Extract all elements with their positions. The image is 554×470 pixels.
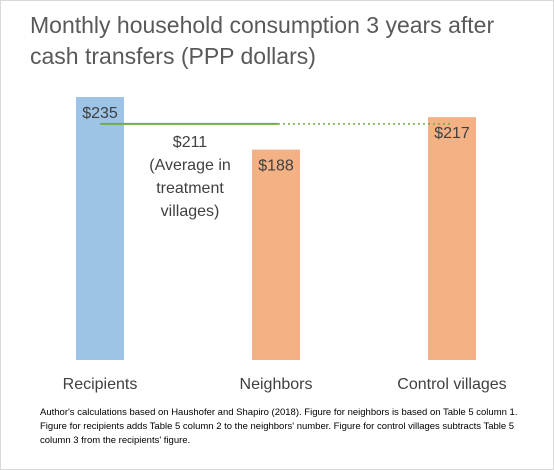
data-label-control-villages: $217 bbox=[434, 125, 470, 142]
data-label-neighbors: $188 bbox=[258, 158, 294, 175]
bar-neighbors bbox=[252, 149, 300, 360]
category-label-neighbors: Neighbors bbox=[240, 376, 313, 393]
category-label-recipients: Recipients bbox=[63, 376, 138, 393]
bar-control-villages bbox=[428, 117, 476, 360]
reference-line-label: $211 (Average in treatment villages) bbox=[149, 134, 231, 220]
source-note: Author's calculations based on Haushofer… bbox=[40, 407, 518, 446]
data-label-recipients: $235 bbox=[82, 105, 118, 122]
chart-title: Monthly household consumption 3 years af… bbox=[30, 12, 495, 69]
bar-recipients bbox=[76, 97, 124, 360]
chart-plot-area: $235 Recipients $188 Neighbors $217 Control v… bbox=[63, 97, 507, 393]
category-label-control-villages: Control villages bbox=[397, 376, 506, 393]
